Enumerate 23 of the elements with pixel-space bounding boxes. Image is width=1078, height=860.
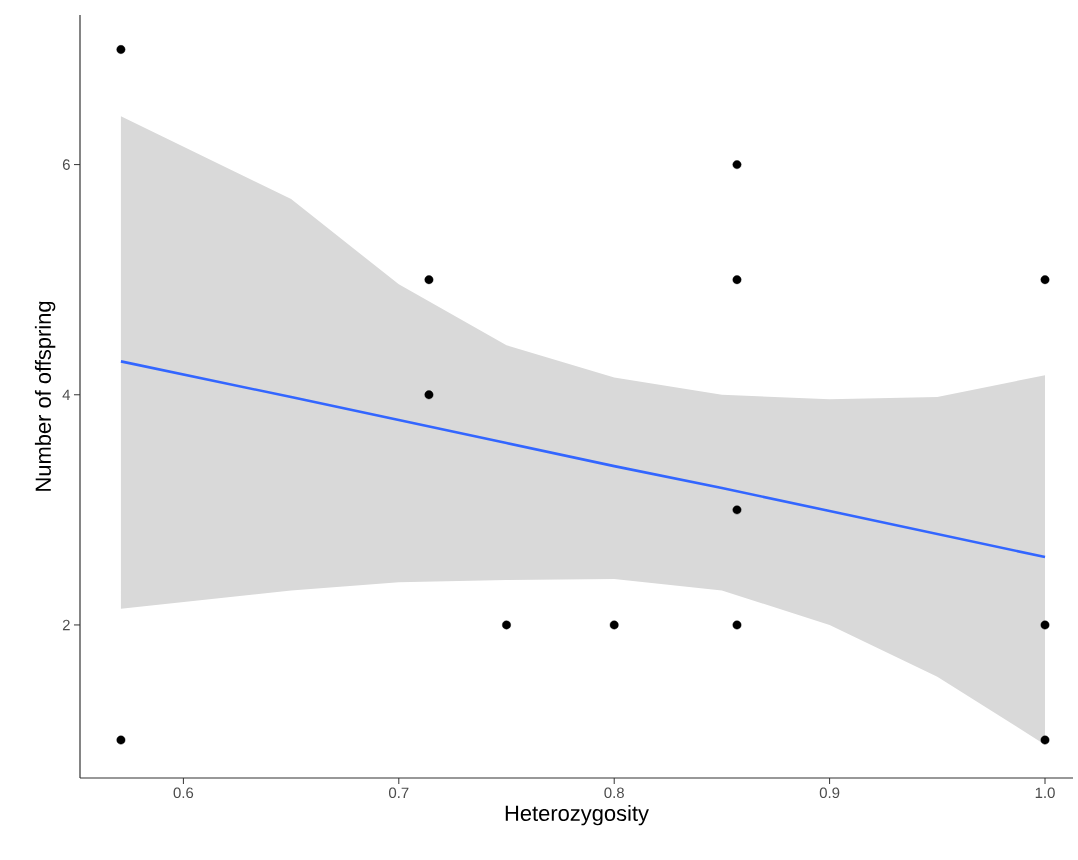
point — [732, 620, 742, 630]
x-tick-label: 0.9 — [819, 787, 840, 799]
point — [732, 160, 742, 169]
x-axis-title: Heterozygosity — [505, 804, 649, 826]
y-axis-title: Number of offspring — [34, 301, 56, 491]
point — [732, 275, 742, 285]
point — [1040, 735, 1050, 745]
point — [609, 620, 619, 630]
x-tick-label: 1.0 — [1035, 787, 1055, 799]
point — [732, 505, 742, 515]
point — [1040, 620, 1050, 630]
y-tick-label: 6 — [62, 159, 70, 170]
x-tick-label: 0.8 — [604, 787, 624, 799]
point — [502, 620, 511, 630]
point — [424, 390, 434, 400]
x-tick-label: 0.6 — [173, 787, 194, 799]
y-tick-label: 2 — [62, 619, 70, 631]
point — [1040, 275, 1050, 285]
point — [116, 45, 126, 54]
y-tick-label: 4 — [62, 389, 71, 400]
point — [116, 735, 126, 745]
point — [424, 275, 434, 285]
x-tick-label: 0.7 — [388, 787, 409, 799]
